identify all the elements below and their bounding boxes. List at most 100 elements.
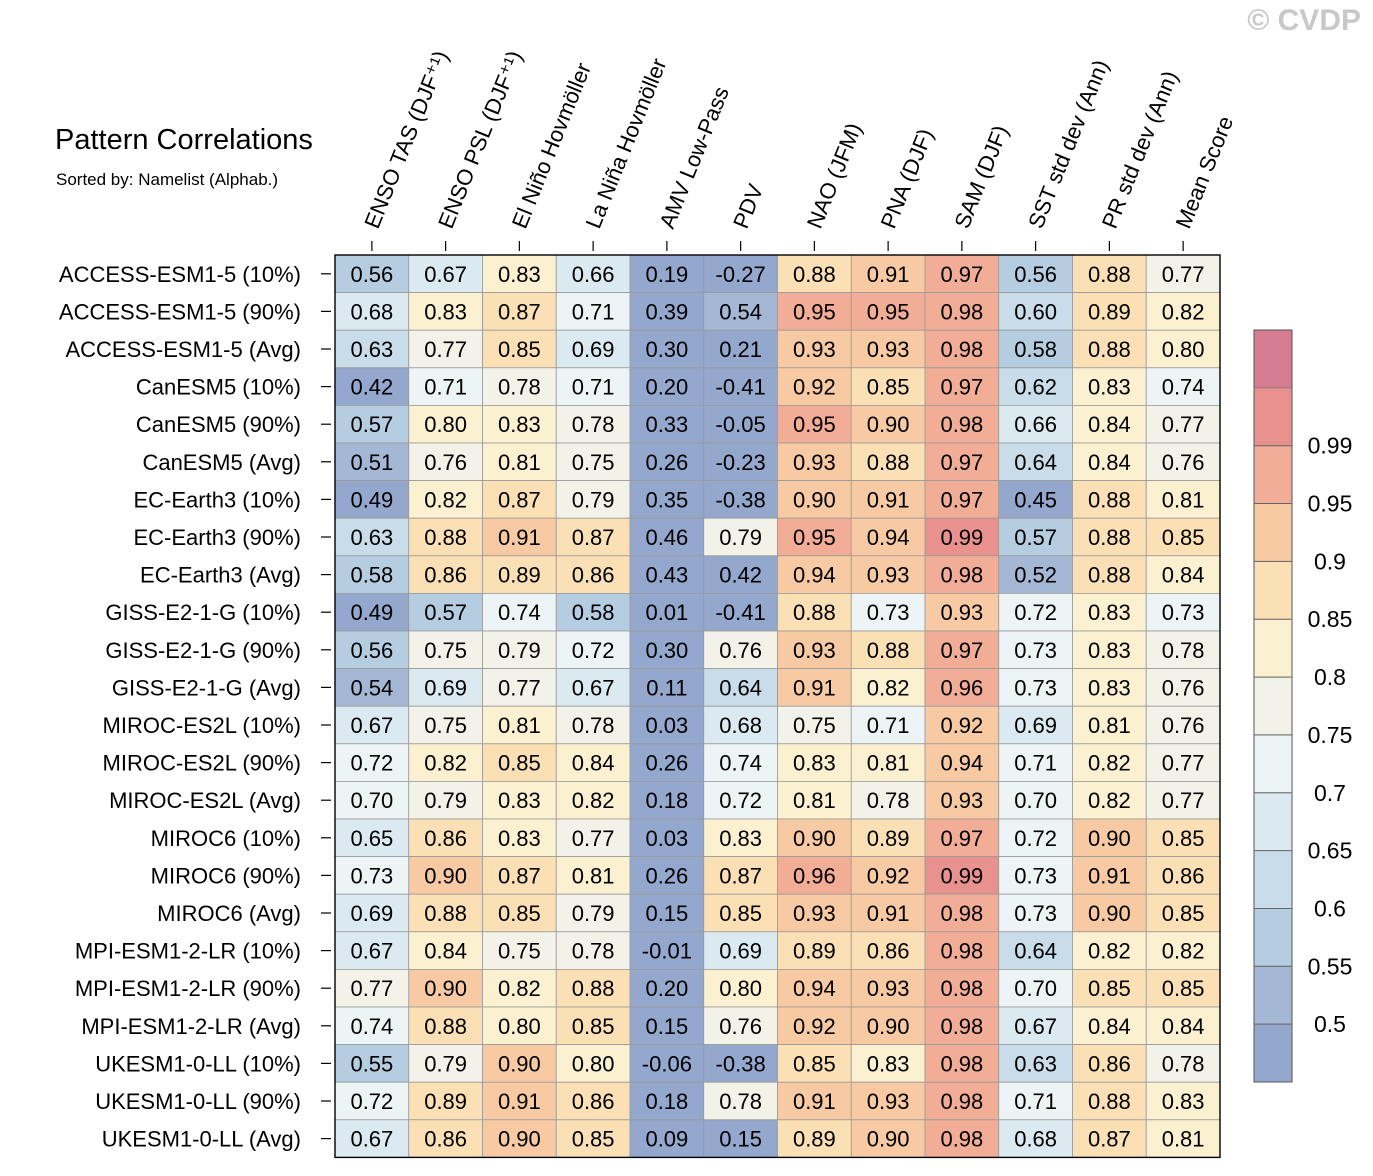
heatmap-cell — [334, 1006, 410, 1045]
heatmap-cell — [408, 705, 483, 745]
cell-value-label: 0.97 — [940, 262, 983, 287]
heatmap-cell — [629, 517, 705, 557]
cell-value-label: 0.95 — [867, 299, 910, 324]
colorbar-segment — [1253, 792, 1293, 851]
heatmap-cell — [924, 292, 1000, 331]
cell-value-label: 0.86 — [424, 826, 467, 851]
heatmap-cell — [850, 743, 926, 782]
colorbar-segment — [1253, 561, 1293, 620]
cell-value-label: 0.97 — [940, 826, 983, 851]
heatmap-cell — [629, 668, 705, 707]
cell-value-label: 0.89 — [498, 563, 541, 588]
cell-value-label: 0.83 — [719, 826, 762, 851]
cell-value-label: 0.39 — [645, 299, 688, 324]
cell-value-label: 0.77 — [498, 675, 541, 700]
heatmap-cell — [555, 893, 631, 933]
heatmap-cell — [629, 292, 705, 331]
heatmap-cell — [629, 969, 705, 1008]
cell-value-label: 0.98 — [940, 412, 983, 437]
cell-value-label: 0.71 — [1014, 1089, 1057, 1114]
heatmap-cell — [555, 442, 631, 481]
cell-value-label: 0.82 — [1088, 788, 1131, 813]
cell-value-label: 0.95 — [793, 525, 836, 550]
cell-value-label: 0.90 — [498, 1051, 541, 1076]
heatmap-cell — [408, 668, 483, 707]
cell-value-label: 0.81 — [867, 751, 910, 776]
heatmap-cell — [1145, 517, 1221, 557]
heatmap-cell — [1145, 743, 1221, 782]
cell-value-label: 0.79 — [498, 638, 541, 663]
cell-value-label: 0.94 — [867, 525, 910, 550]
colorbar-tick-label: 0.8 — [1314, 664, 1346, 690]
heatmap-cell — [408, 254, 483, 293]
heatmap-cell — [998, 630, 1073, 669]
heatmap-cell — [850, 254, 926, 293]
colorbar-tick-label: 0.7 — [1314, 780, 1346, 806]
row-label: MIROC-ES2L (90%) — [103, 751, 301, 776]
cell-value-label: 0.78 — [1162, 638, 1205, 663]
heatmap-cell — [555, 329, 631, 369]
cell-value-label: 0.64 — [1014, 939, 1057, 964]
cell-value-label: 0.85 — [1162, 826, 1205, 851]
cell-value-label: 0.92 — [940, 713, 983, 738]
heatmap-cell — [777, 743, 852, 782]
row-label: ACCESS-ESM1-5 (Avg) — [65, 337, 301, 362]
cell-value-label: 0.85 — [572, 1127, 615, 1152]
cell-value-label: 0.83 — [793, 751, 836, 776]
heatmap-cell — [629, 404, 705, 444]
heatmap-cell — [334, 856, 410, 895]
heatmap-cell — [334, 442, 410, 481]
cell-value-label: 0.94 — [793, 563, 836, 588]
cell-value-label: -0.05 — [716, 412, 766, 437]
heatmap-cell — [998, 367, 1073, 406]
cell-value-label: 0.09 — [645, 1127, 688, 1152]
heatmap-cell — [482, 630, 557, 669]
heatmap-cell — [408, 1119, 483, 1158]
heatmap-cell — [998, 743, 1073, 782]
colorbar-segment — [1253, 387, 1293, 446]
cell-value-label: 0.83 — [498, 262, 541, 287]
cell-value-label: 0.77 — [1162, 788, 1205, 813]
cell-value-label: 0.73 — [1014, 675, 1057, 700]
heatmap-cell — [408, 893, 483, 933]
cell-value-label: 0.82 — [572, 788, 615, 813]
cell-value-label: 0.98 — [940, 1089, 983, 1114]
heatmap-cell — [1145, 931, 1221, 970]
heatmap-cell — [850, 442, 926, 481]
heatmap-cell — [924, 517, 1000, 557]
column-label: PR std dev (Ann) — [1097, 67, 1183, 232]
cell-value-label: 0.49 — [350, 600, 393, 625]
cell-value-label: 0.79 — [719, 525, 762, 550]
heatmap-cell — [998, 442, 1073, 481]
cell-value-label: 0.81 — [1162, 1127, 1205, 1152]
heatmap-cell — [850, 593, 926, 632]
cell-value-label: 0.63 — [350, 525, 393, 550]
cell-value-label: 0.90 — [424, 863, 467, 888]
heatmap-cell — [850, 893, 926, 933]
cell-value-label: 0.88 — [1088, 337, 1131, 362]
cell-value-label: 0.83 — [1162, 1089, 1205, 1114]
row-label: MPI-ESM1-2-LR (90%) — [75, 976, 301, 1001]
cell-value-label: 0.78 — [572, 412, 615, 437]
cell-value-label: 0.76 — [1162, 450, 1205, 475]
cell-value-label: 0.77 — [1162, 412, 1205, 437]
heatmap-cell — [850, 1006, 926, 1045]
cell-value-label: 0.88 — [424, 525, 467, 550]
cell-value-label: 0.76 — [424, 450, 467, 475]
cell-value-label: 0.88 — [572, 976, 615, 1001]
cell-value-label: 0.84 — [1088, 1014, 1131, 1039]
cell-value-label: 0.99 — [940, 863, 983, 888]
cell-value-label: 0.68 — [719, 713, 762, 738]
heatmap-cell — [998, 517, 1073, 557]
cell-value-label: 0.97 — [940, 375, 983, 400]
cell-value-label: 0.74 — [719, 751, 762, 776]
heatmap-cell — [482, 1006, 557, 1045]
cell-value-label: 0.49 — [350, 487, 393, 512]
cell-value-label: 0.73 — [1162, 600, 1205, 625]
cell-value-label: 0.93 — [867, 337, 910, 362]
heatmap-cell — [629, 555, 705, 594]
column-label: ENSO TAS (DJF⁺¹) — [359, 47, 453, 232]
cell-value-label: 0.78 — [498, 375, 541, 400]
heatmap-cell — [334, 893, 410, 933]
cell-value-label: -0.38 — [716, 1051, 766, 1076]
